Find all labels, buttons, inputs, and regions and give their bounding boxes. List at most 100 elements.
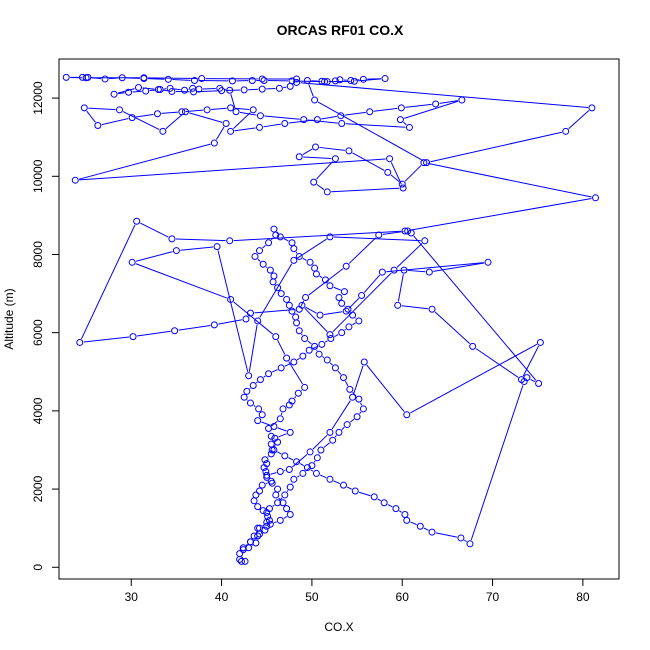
data-point xyxy=(254,532,262,540)
series-segment xyxy=(278,433,287,438)
series-segment xyxy=(217,250,249,372)
data-point xyxy=(62,73,70,81)
series-segment xyxy=(132,90,142,93)
series-segment xyxy=(79,158,386,181)
data-point xyxy=(416,522,424,530)
data-point xyxy=(295,153,303,161)
series-segment xyxy=(303,156,332,159)
data-point xyxy=(340,374,348,382)
series-segment xyxy=(274,445,276,447)
data-point xyxy=(299,469,307,477)
data-point xyxy=(279,499,287,507)
data-point xyxy=(255,405,263,413)
data-point xyxy=(326,282,334,290)
data-point xyxy=(181,86,189,94)
series-segment xyxy=(300,300,305,306)
series-segment xyxy=(308,84,314,97)
data-point xyxy=(277,364,285,372)
series-segment xyxy=(427,162,592,198)
data-point xyxy=(285,301,293,309)
series-segment xyxy=(316,161,334,180)
series-segment xyxy=(302,257,307,261)
data-point xyxy=(110,90,118,98)
series-segment xyxy=(568,110,590,130)
series-segment xyxy=(248,324,258,372)
data-point xyxy=(251,252,259,260)
series-segment xyxy=(522,345,540,377)
data-point xyxy=(246,399,254,407)
data-point xyxy=(288,77,296,85)
data-point xyxy=(274,284,282,292)
series-segment xyxy=(263,123,281,128)
series-segment xyxy=(312,434,328,450)
data-point xyxy=(290,475,298,483)
data-point xyxy=(281,120,289,128)
series-segment xyxy=(331,187,400,193)
data-point xyxy=(264,512,272,520)
series-segment xyxy=(280,412,283,415)
data-point xyxy=(128,114,136,122)
series-segment xyxy=(296,357,300,361)
series-segment xyxy=(439,100,458,104)
data-point xyxy=(128,258,136,266)
data-point xyxy=(293,319,301,327)
series-segment xyxy=(265,266,268,268)
data-point xyxy=(358,292,366,300)
data-point xyxy=(331,77,339,85)
data-point xyxy=(366,108,374,116)
data-point xyxy=(286,428,294,436)
data-point xyxy=(323,78,331,86)
data-point xyxy=(457,534,465,542)
series-segment xyxy=(304,307,328,333)
data-point xyxy=(317,446,325,454)
series-segment xyxy=(396,243,423,268)
data-point xyxy=(290,358,298,366)
data-point xyxy=(258,411,266,419)
data-point xyxy=(331,155,339,163)
data-point xyxy=(256,247,264,255)
data-point xyxy=(342,262,350,270)
data-point xyxy=(240,86,248,94)
data-point xyxy=(265,505,273,513)
series-segment xyxy=(323,311,343,315)
series-segment xyxy=(234,107,250,110)
data-point xyxy=(295,305,303,313)
y-tick-label: 8000 xyxy=(31,241,45,268)
data-point xyxy=(249,106,257,114)
data-point xyxy=(277,290,285,298)
series-segment xyxy=(81,224,136,340)
data-point xyxy=(326,428,334,436)
plot-frame xyxy=(58,58,620,580)
x-axis-label: CO.X xyxy=(324,620,353,634)
series-segment xyxy=(161,111,178,114)
series-segment xyxy=(346,486,352,490)
y-tick-label: 0 xyxy=(31,564,45,571)
data-point xyxy=(80,104,88,112)
data-point xyxy=(349,311,357,319)
data-point xyxy=(311,96,319,104)
data-point xyxy=(226,86,234,94)
data-point xyxy=(286,510,294,518)
data-point xyxy=(346,385,354,393)
data-point xyxy=(326,475,334,483)
series-segment xyxy=(270,472,277,475)
data-point xyxy=(116,106,124,114)
data-point xyxy=(340,481,348,489)
series-segment xyxy=(172,79,191,81)
data-point xyxy=(254,317,262,325)
data-point xyxy=(466,540,474,548)
series-segment xyxy=(189,112,223,123)
data-point xyxy=(254,524,262,532)
series-segment xyxy=(260,532,263,534)
data-point xyxy=(311,264,319,272)
data-point xyxy=(210,321,218,329)
data-point xyxy=(327,335,335,343)
data-point xyxy=(129,333,137,341)
data-point xyxy=(222,120,230,128)
data-point xyxy=(171,327,179,335)
data-point xyxy=(312,270,320,278)
data-point xyxy=(378,268,386,276)
data-point xyxy=(313,454,321,462)
data-point xyxy=(342,307,350,315)
data-point xyxy=(337,112,345,120)
